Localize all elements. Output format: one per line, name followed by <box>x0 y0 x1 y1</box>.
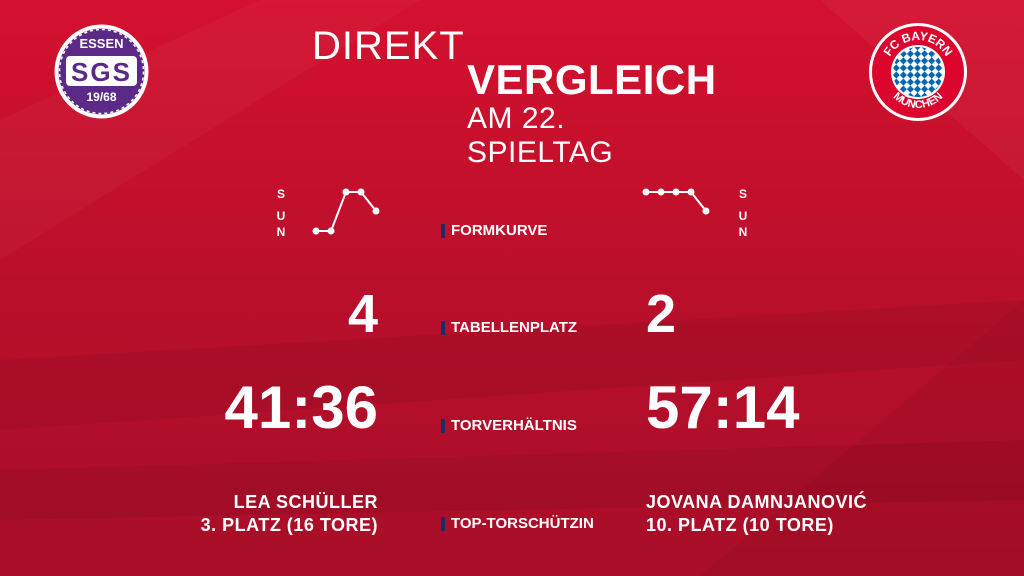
away-top-scorer: JOVANA DAMNJANOVIĆ 10. PLATZ (10 TORE) <box>646 491 867 537</box>
away-team-logo: FC BAYERN MÜNCHEN <box>868 22 968 122</box>
label-formkurve: FORMKURVE <box>441 222 547 239</box>
home-legend-n: N <box>276 225 286 239</box>
home-team-logo: ESSEN SGS 19/68 <box>53 23 150 120</box>
home-logo-top-text: ESSEN <box>79 36 124 51</box>
form-line <box>316 191 377 232</box>
home-goal-ratio: 41:36 <box>224 374 378 441</box>
headline-line-2: VERGLEICH <box>467 56 717 103</box>
label-accent-bar <box>441 320 445 335</box>
home-logo-middle-text: SGS <box>71 57 132 87</box>
label-top-torschuetzin-text: TOP-TORSCHÜTZIN <box>451 515 594 532</box>
label-torverhaeltnis: TORVERHÄLTNIS <box>441 417 577 434</box>
form-point-3 <box>342 188 350 196</box>
form-point-2 <box>327 227 335 235</box>
label-accent-bar <box>441 516 445 531</box>
home-legend-u: U <box>276 209 286 223</box>
away-logo-bottom-text: MÜNCHEN <box>891 90 945 111</box>
form-point-4 <box>357 188 365 196</box>
home-top-scorer-name: LEA SCHÜLLER <box>233 492 378 512</box>
home-top-scorer-detail: 3. PLATZ (16 TORE) <box>200 515 378 535</box>
away-legend-s: S <box>738 187 747 201</box>
label-tabellenplatz-text: TABELLENPLATZ <box>451 319 578 336</box>
headline-line-1: DIREKT <box>312 24 465 68</box>
home-logo-bottom-text: 19/68 <box>86 90 117 104</box>
away-top-scorer-detail: 10. PLATZ (10 TORE) <box>646 515 834 535</box>
away-table-position: 2 <box>646 284 677 344</box>
home-legend-s: S <box>276 187 285 201</box>
away-top-scorer-name: JOVANA DAMNJANOVIĆ <box>646 492 868 512</box>
label-tabellenplatz: TABELLENPLATZ <box>441 319 577 336</box>
away-goal-ratio: 57:14 <box>646 374 800 441</box>
home-form-curve <box>312 188 380 235</box>
home-top-scorer: LEA SCHÜLLER 3. PLATZ (16 TORE) <box>201 491 378 537</box>
form-point-3 <box>672 188 680 196</box>
form-point-5 <box>702 207 710 215</box>
form-point-1 <box>312 227 320 235</box>
home-table-position: 4 <box>347 284 378 344</box>
away-form-curve <box>642 188 710 215</box>
form-point-5 <box>372 207 380 215</box>
label-top-torschuetzin: TOP-TORSCHÜTZIN <box>441 515 594 532</box>
away-legend-n: N <box>738 225 748 239</box>
label-accent-bar <box>441 418 445 433</box>
label-torverhaeltnis-text: TORVERHÄLTNIS <box>451 417 577 434</box>
away-legend-u: U <box>738 209 748 223</box>
headline-line-3: AM 22. SPIELTAG <box>467 102 614 169</box>
label-formkurve-text: FORMKURVE <box>451 222 548 239</box>
label-accent-bar <box>441 223 445 238</box>
form-point-4 <box>687 188 695 196</box>
form-point-1 <box>642 188 650 196</box>
form-point-2 <box>657 188 665 196</box>
